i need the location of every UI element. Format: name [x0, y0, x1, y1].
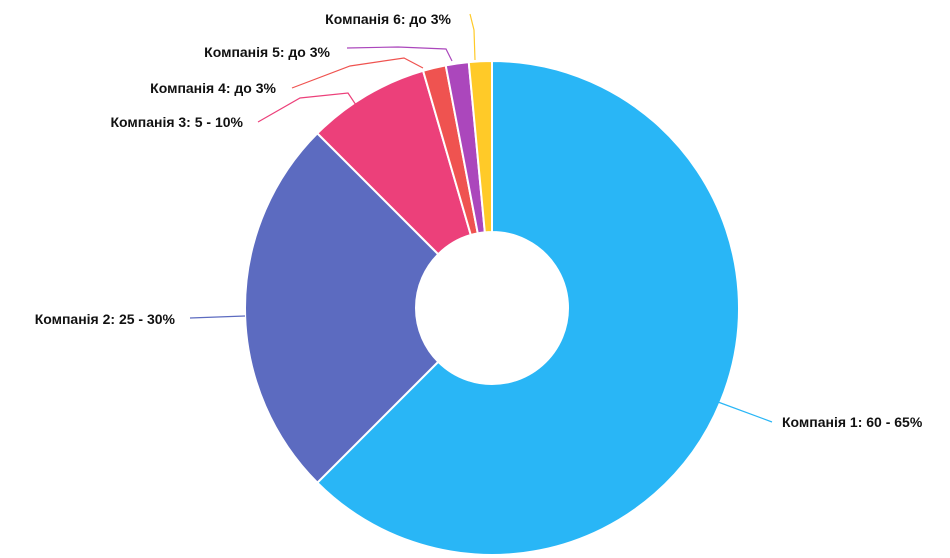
slice-label-2: Компанія 2: 25 - 30%: [35, 311, 176, 327]
slice-1: [315, 59, 741, 556]
slice-2: [244, 131, 440, 485]
leader-line-1: [717, 401, 773, 423]
slice-label-6: Компанія 6: до 3%: [325, 11, 451, 27]
slice-6: [467, 59, 493, 234]
leader-line-4: [291, 57, 424, 89]
leader-line-5: [346, 46, 453, 62]
slice-label-5: Компанія 5: до 3%: [204, 44, 330, 60]
slice-label-3: Компанія 3: 5 - 10%: [110, 114, 243, 130]
labels-group: Компанія 1: 60 - 65% Компанія 2: 25 - 30%…: [35, 11, 923, 430]
slices-group: [244, 59, 741, 556]
leader-line-3: [257, 92, 357, 123]
leader-line-6: [469, 13, 476, 61]
slice-label-4: Компанія 4: до 3%: [150, 80, 276, 96]
slice-label-1: Компанія 1: 60 - 65%: [782, 414, 923, 430]
leader-line-2: [189, 315, 246, 319]
leader-lines-group: [189, 13, 773, 423]
